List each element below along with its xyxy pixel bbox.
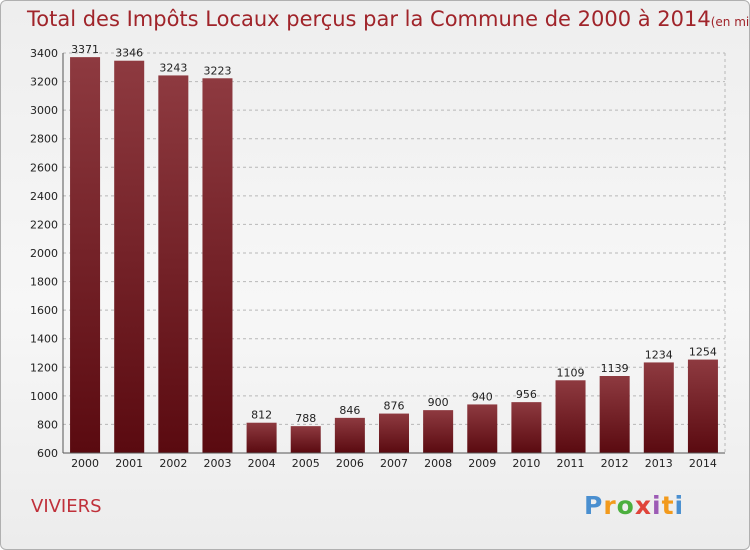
logo-letter: t: [661, 491, 675, 520]
x-tick-label: 2009: [468, 457, 496, 470]
x-tick-label: 2005: [292, 457, 320, 470]
bar: [70, 57, 101, 454]
y-tick-label: 1800: [30, 276, 58, 289]
chart-unit-note: (en milliers d'€): [710, 15, 750, 29]
bar: [467, 404, 498, 453]
bar-value-label: 3371: [71, 43, 99, 56]
y-tick-label: 1000: [30, 390, 58, 403]
bar: [511, 402, 542, 453]
y-tick-label: 2000: [30, 247, 58, 260]
y-tick-label: 800: [37, 418, 58, 431]
x-tick-label: 2000: [71, 457, 99, 470]
logo-letter: i: [652, 491, 662, 520]
bar: [158, 75, 189, 453]
bar: [202, 78, 233, 454]
bar: [114, 60, 145, 453]
logo-letter: o: [616, 491, 635, 520]
bars: [70, 57, 718, 454]
y-tick-label: 1400: [30, 333, 58, 346]
bar-value-label: 846: [339, 404, 360, 417]
x-tick-label: 2010: [512, 457, 540, 470]
x-tick-label: 2003: [203, 457, 231, 470]
bar-value-label: 3243: [159, 61, 187, 74]
y-tick-label: 2600: [30, 161, 58, 174]
bar-value-label: 1109: [557, 366, 585, 379]
y-tick-label: 3400: [30, 47, 58, 60]
bar-value-label: 1139: [601, 362, 629, 375]
bar: [555, 380, 586, 453]
bar-value-label: 956: [516, 388, 537, 401]
bar: [378, 413, 410, 453]
axes: 600 800 1000 1200 1400 1600 1800 2000 2200 2400 26…: [30, 43, 725, 470]
logo-letter: P: [584, 491, 604, 520]
commune-name: VIVIERS: [31, 496, 102, 517]
y-tick-label: 1200: [30, 361, 58, 374]
bar: [334, 417, 365, 453]
bar: [290, 426, 321, 453]
y-tick-label: 2400: [30, 190, 58, 203]
logo-letter: r: [603, 491, 617, 520]
bar: [643, 362, 674, 453]
y-tick-label: 1600: [30, 304, 58, 317]
logo-letter: x: [634, 491, 652, 520]
y-tick-label: 3000: [30, 104, 58, 117]
bar: [599, 376, 630, 453]
bar-value-label: 812: [251, 409, 272, 422]
bar-value-label: 940: [472, 390, 493, 403]
y-tick-label: 2800: [30, 133, 58, 146]
y-tick-label: 600: [37, 447, 58, 460]
chart-title: Total des Impôts Locaux perçus par la Co…: [27, 7, 750, 31]
x-tick-label: 2007: [380, 457, 408, 470]
y-tick-label: 2200: [30, 218, 58, 231]
proxiti-logo[interactable]: Proxiti: [584, 491, 684, 520]
x-tick-label: 2013: [645, 457, 673, 470]
x-tick-label: 2001: [115, 457, 143, 470]
bar-value-label: 3223: [203, 64, 231, 77]
x-tick-label: 2011: [557, 457, 585, 470]
x-tick-label: 2006: [336, 457, 364, 470]
logo-letter: i: [674, 491, 685, 520]
bar-value-label: 1234: [645, 348, 673, 361]
y-tick-label: 3200: [30, 76, 58, 89]
chart-title-text: Total des Impôts Locaux perçus par la Co…: [27, 7, 711, 31]
x-tick-label: 2012: [601, 457, 629, 470]
bar-value-label: 788: [295, 412, 316, 425]
x-tick-label: 2004: [248, 457, 276, 470]
bar: [687, 359, 718, 453]
bar-value-label: 3346: [115, 47, 143, 60]
x-tick-label: 2002: [159, 457, 187, 470]
bar-value-label: 1254: [689, 346, 717, 359]
bar: [246, 422, 277, 453]
bar-value-label: 876: [384, 400, 405, 413]
x-tick-label: 2014: [689, 457, 717, 470]
x-tick-label: 2008: [424, 457, 452, 470]
bar: [423, 410, 454, 453]
bar-value-label: 900: [428, 396, 449, 409]
